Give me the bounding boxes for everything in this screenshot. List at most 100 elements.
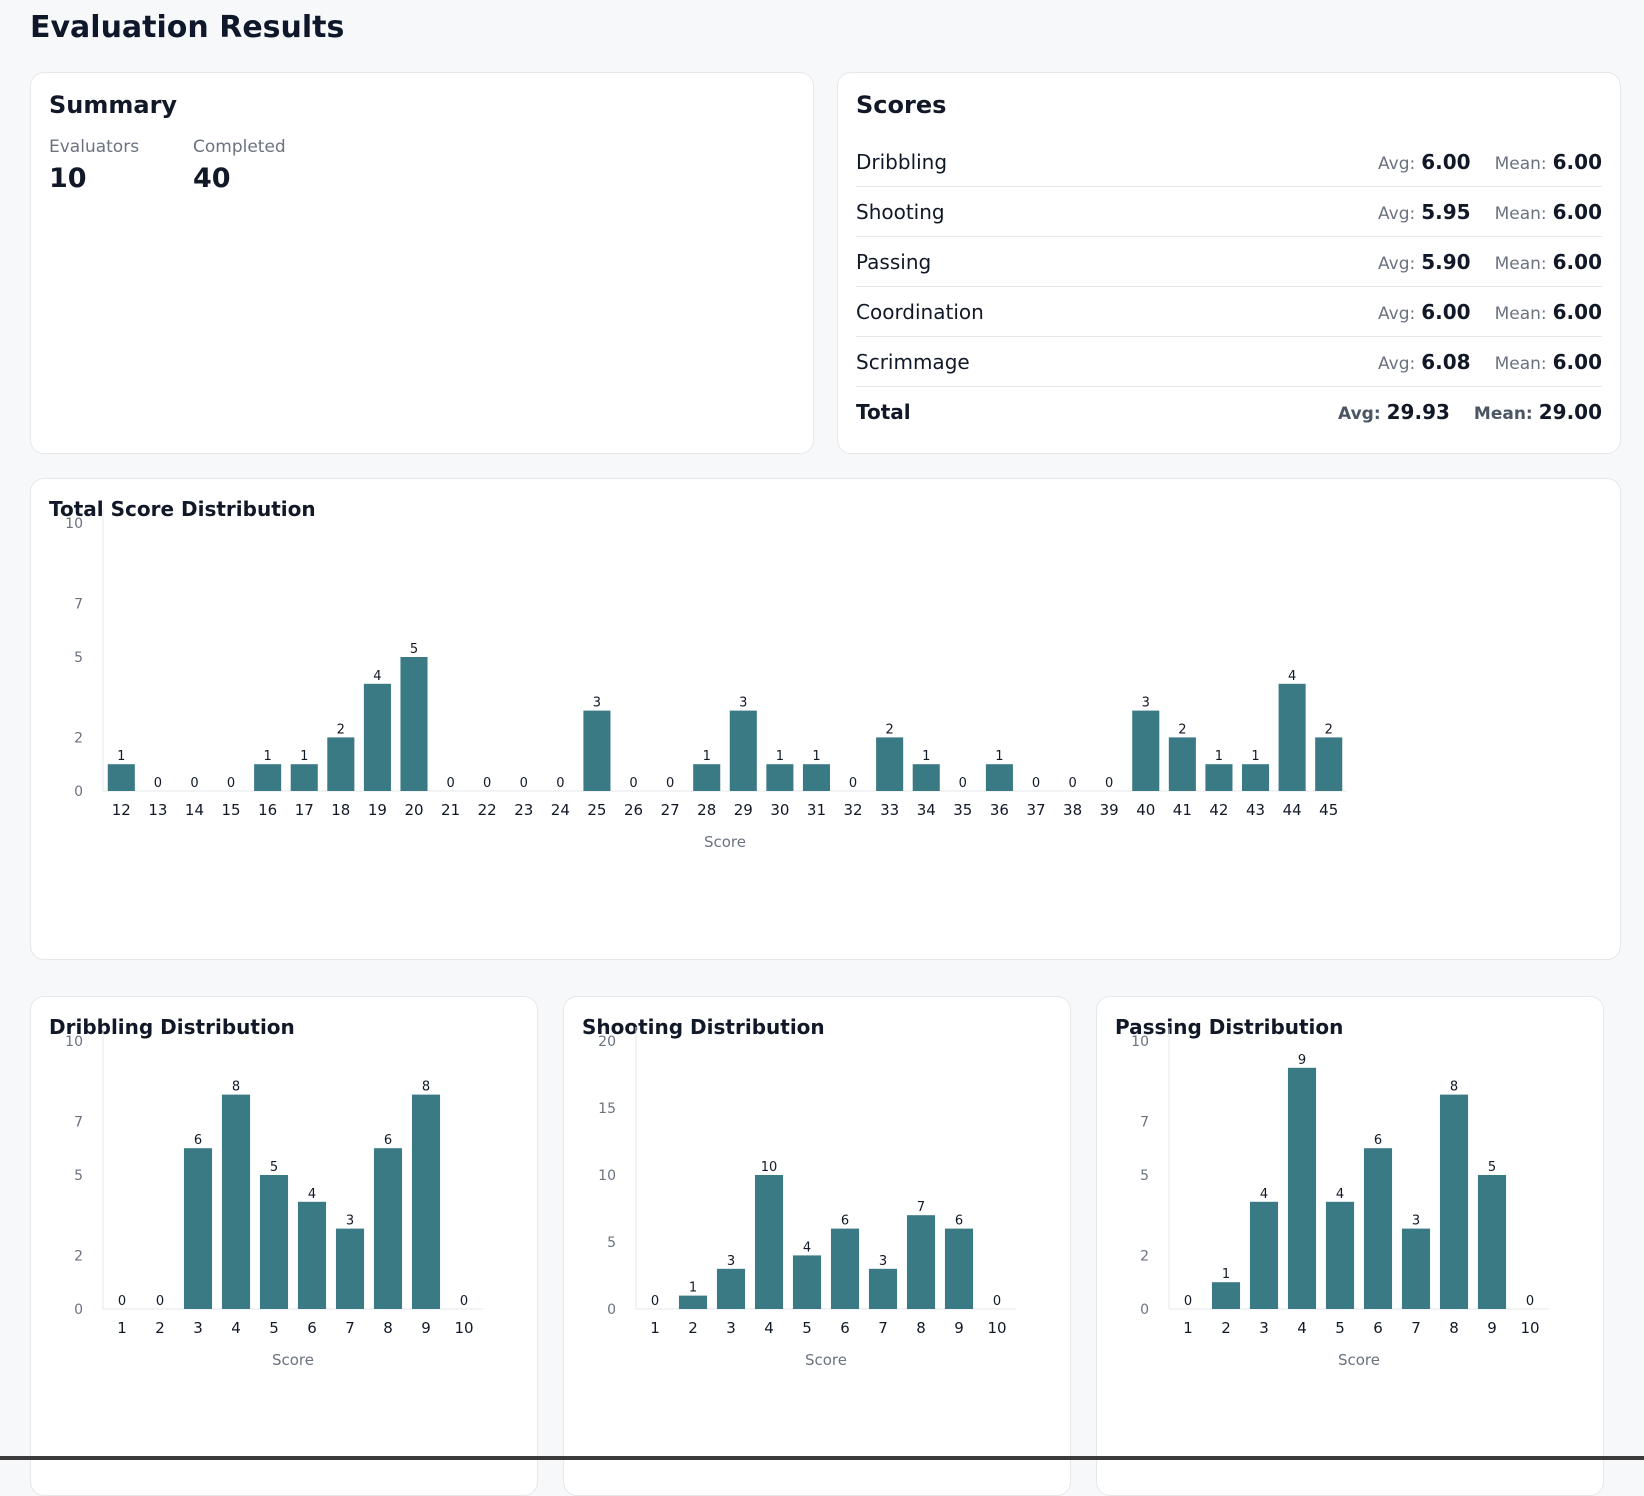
bar[interactable] bbox=[729, 710, 757, 791]
bar[interactable] bbox=[254, 764, 282, 791]
x-tick-label: 32 bbox=[844, 801, 863, 819]
x-tick-label: 25 bbox=[587, 801, 606, 819]
bar-value-label: 1 bbox=[812, 749, 820, 764]
x-tick-label: 38 bbox=[1063, 801, 1082, 819]
y-tick-label: 5 bbox=[1140, 1168, 1149, 1184]
bar-value-label: 0 bbox=[483, 776, 491, 791]
bar[interactable] bbox=[678, 1295, 708, 1309]
bar[interactable] bbox=[1287, 1067, 1317, 1309]
bar-value-label: 4 bbox=[1288, 669, 1296, 684]
bar[interactable] bbox=[183, 1148, 213, 1309]
bar[interactable] bbox=[716, 1268, 746, 1309]
bar[interactable] bbox=[912, 764, 940, 791]
bar-value-label: 3 bbox=[727, 1254, 735, 1269]
y-tick-label: 5 bbox=[74, 1168, 83, 1184]
mean-value: 6.00 bbox=[1552, 349, 1602, 374]
y-tick-label: 7 bbox=[74, 596, 83, 612]
bar-value-label: 3 bbox=[879, 1254, 887, 1269]
bar[interactable] bbox=[1477, 1175, 1507, 1309]
x-tick-label: 37 bbox=[1026, 801, 1045, 819]
bar-value-label: 0 bbox=[520, 776, 528, 791]
bar-value-label: 0 bbox=[629, 776, 637, 791]
x-tick-label: 2 bbox=[1221, 1319, 1231, 1337]
bar[interactable] bbox=[1315, 737, 1343, 791]
bar[interactable] bbox=[1325, 1201, 1355, 1309]
avg-value: 5.95 bbox=[1421, 199, 1471, 224]
x-tick-label: 12 bbox=[112, 801, 131, 819]
bar[interactable] bbox=[290, 764, 318, 791]
bar-value-label: 0 bbox=[1184, 1294, 1192, 1309]
bar[interactable] bbox=[1168, 737, 1196, 791]
bar[interactable] bbox=[1249, 1201, 1279, 1309]
bar[interactable] bbox=[906, 1215, 936, 1309]
y-tick-label: 10 bbox=[65, 516, 83, 532]
bar[interactable] bbox=[1241, 764, 1270, 791]
mean-label: Mean: bbox=[1494, 203, 1547, 224]
bar[interactable] bbox=[400, 657, 428, 791]
y-label-clip bbox=[43, 1081, 58, 1269]
y-tick-label: 10 bbox=[65, 1034, 83, 1050]
bar[interactable] bbox=[335, 1228, 365, 1309]
bar[interactable] bbox=[259, 1175, 289, 1309]
bar[interactable] bbox=[583, 710, 611, 791]
bar[interactable] bbox=[373, 1148, 403, 1309]
bar[interactable] bbox=[693, 764, 721, 791]
bar[interactable] bbox=[1211, 1282, 1241, 1309]
bar-value-label: 0 bbox=[556, 776, 564, 791]
bar[interactable] bbox=[327, 737, 355, 791]
stat-value: 10 bbox=[49, 163, 87, 194]
x-tick-label: 20 bbox=[404, 801, 423, 819]
bar[interactable] bbox=[876, 737, 904, 791]
x-axis-label: Score bbox=[704, 833, 746, 851]
avg-value: 6.00 bbox=[1421, 299, 1471, 324]
bar[interactable] bbox=[766, 764, 794, 791]
avg-value: 6.08 bbox=[1421, 349, 1471, 374]
mean-value: 6.00 bbox=[1552, 149, 1602, 174]
bar[interactable] bbox=[792, 1255, 822, 1309]
bar[interactable] bbox=[363, 683, 391, 791]
x-tick-label: 22 bbox=[478, 801, 497, 819]
bar-value-label: 2 bbox=[1325, 722, 1333, 737]
bar[interactable] bbox=[1439, 1094, 1469, 1309]
bar[interactable] bbox=[985, 764, 1013, 791]
bar[interactable] bbox=[1363, 1148, 1393, 1309]
y-tick-label: 7 bbox=[74, 1114, 83, 1130]
mean-value: 6.00 bbox=[1552, 249, 1602, 274]
stat-label: Completed bbox=[193, 137, 286, 157]
score-row-dribbling: Dribbling Avg: 6.00 Mean: 6.00 bbox=[856, 137, 1602, 187]
bar-value-label: 5 bbox=[270, 1160, 278, 1175]
bar[interactable] bbox=[297, 1201, 327, 1309]
bar[interactable] bbox=[107, 764, 135, 791]
bar[interactable] bbox=[1278, 683, 1306, 791]
bar-value-label: 6 bbox=[841, 1214, 849, 1229]
bar-value-label: 0 bbox=[849, 776, 857, 791]
bar[interactable] bbox=[868, 1268, 898, 1309]
bar[interactable] bbox=[802, 764, 831, 791]
bar[interactable] bbox=[221, 1094, 251, 1309]
bar-value-label: 4 bbox=[803, 1240, 811, 1255]
avg-value: 29.93 bbox=[1386, 400, 1450, 424]
y-tick-label: 0 bbox=[1140, 1302, 1149, 1318]
bar[interactable] bbox=[1205, 764, 1233, 791]
x-tick-label: 8 bbox=[1449, 1319, 1459, 1337]
bar-value-label: 3 bbox=[739, 696, 747, 711]
x-tick-label: 34 bbox=[917, 801, 936, 819]
summary-card: Summary Evaluators 10 Completed 40 bbox=[30, 72, 814, 454]
bar[interactable] bbox=[1132, 710, 1160, 791]
bar[interactable] bbox=[754, 1175, 784, 1309]
score-name: Total bbox=[856, 400, 911, 424]
bar[interactable] bbox=[830, 1228, 860, 1309]
bar-value-label: 0 bbox=[651, 1294, 659, 1309]
bar-value-label: 1 bbox=[1215, 749, 1223, 764]
x-tick-label: 10 bbox=[454, 1319, 473, 1337]
bar[interactable] bbox=[944, 1228, 974, 1309]
x-tick-label: 40 bbox=[1136, 801, 1155, 819]
bar-value-label: 0 bbox=[190, 776, 198, 791]
bar[interactable] bbox=[1401, 1228, 1431, 1309]
x-tick-label: 17 bbox=[295, 801, 314, 819]
x-tick-label: 7 bbox=[1411, 1319, 1421, 1337]
x-tick-label: 5 bbox=[1335, 1319, 1345, 1337]
bar[interactable] bbox=[411, 1094, 441, 1309]
